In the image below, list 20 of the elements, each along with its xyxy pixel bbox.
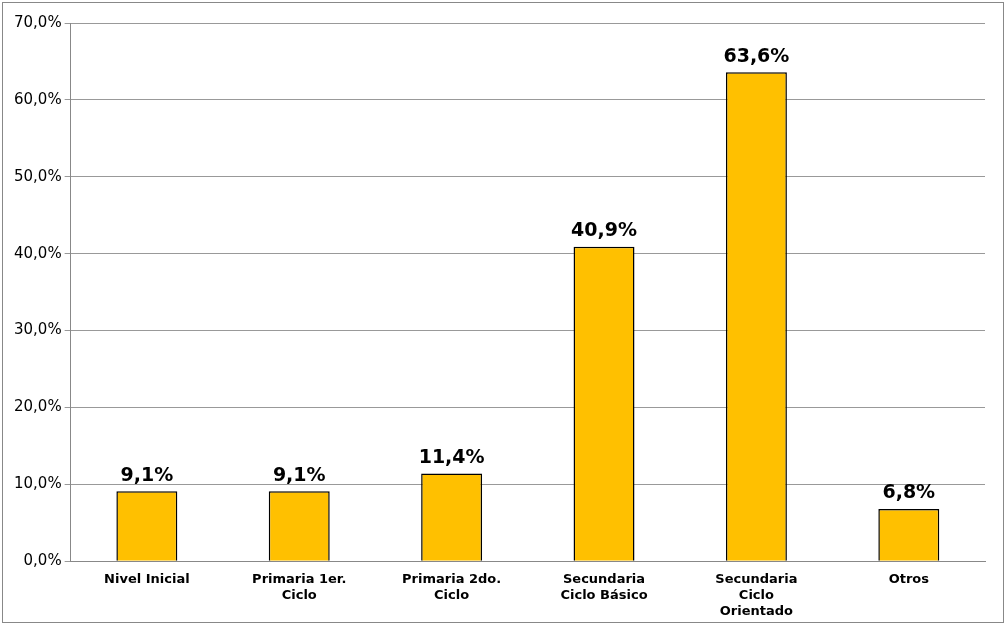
y-tick-label: 70,0% bbox=[14, 12, 62, 31]
data-label: 11,4% bbox=[418, 444, 485, 467]
y-tick-label: 50,0% bbox=[14, 166, 62, 185]
y-tick-label: 0,0% bbox=[23, 551, 62, 570]
x-tick-label: Primaria 2do. Ciclo bbox=[402, 571, 502, 602]
y-tick-label: 10,0% bbox=[14, 474, 62, 493]
y-tick-label: 30,0% bbox=[14, 320, 62, 339]
data-label: 6,8% bbox=[882, 480, 936, 503]
x-tick-label: Otros bbox=[888, 571, 930, 587]
data-label: 9,1% bbox=[272, 462, 326, 485]
y-tick-label: 40,0% bbox=[14, 243, 62, 262]
x-tick-label: Secundaria Ciclo Básico bbox=[560, 571, 648, 602]
data-label: 63,6% bbox=[723, 43, 790, 66]
data-label: 40,9% bbox=[571, 218, 637, 241]
y-tick-label: 20,0% bbox=[14, 397, 62, 416]
x-tick-label: Secundaria Ciclo Orientado bbox=[715, 571, 798, 618]
x-tick-label: Nivel Inicial bbox=[104, 571, 190, 587]
x-tick-label: Primaria 1er. Ciclo bbox=[252, 571, 347, 602]
data-label: 9,1% bbox=[120, 462, 174, 485]
y-tick-label: 60,0% bbox=[14, 89, 62, 108]
